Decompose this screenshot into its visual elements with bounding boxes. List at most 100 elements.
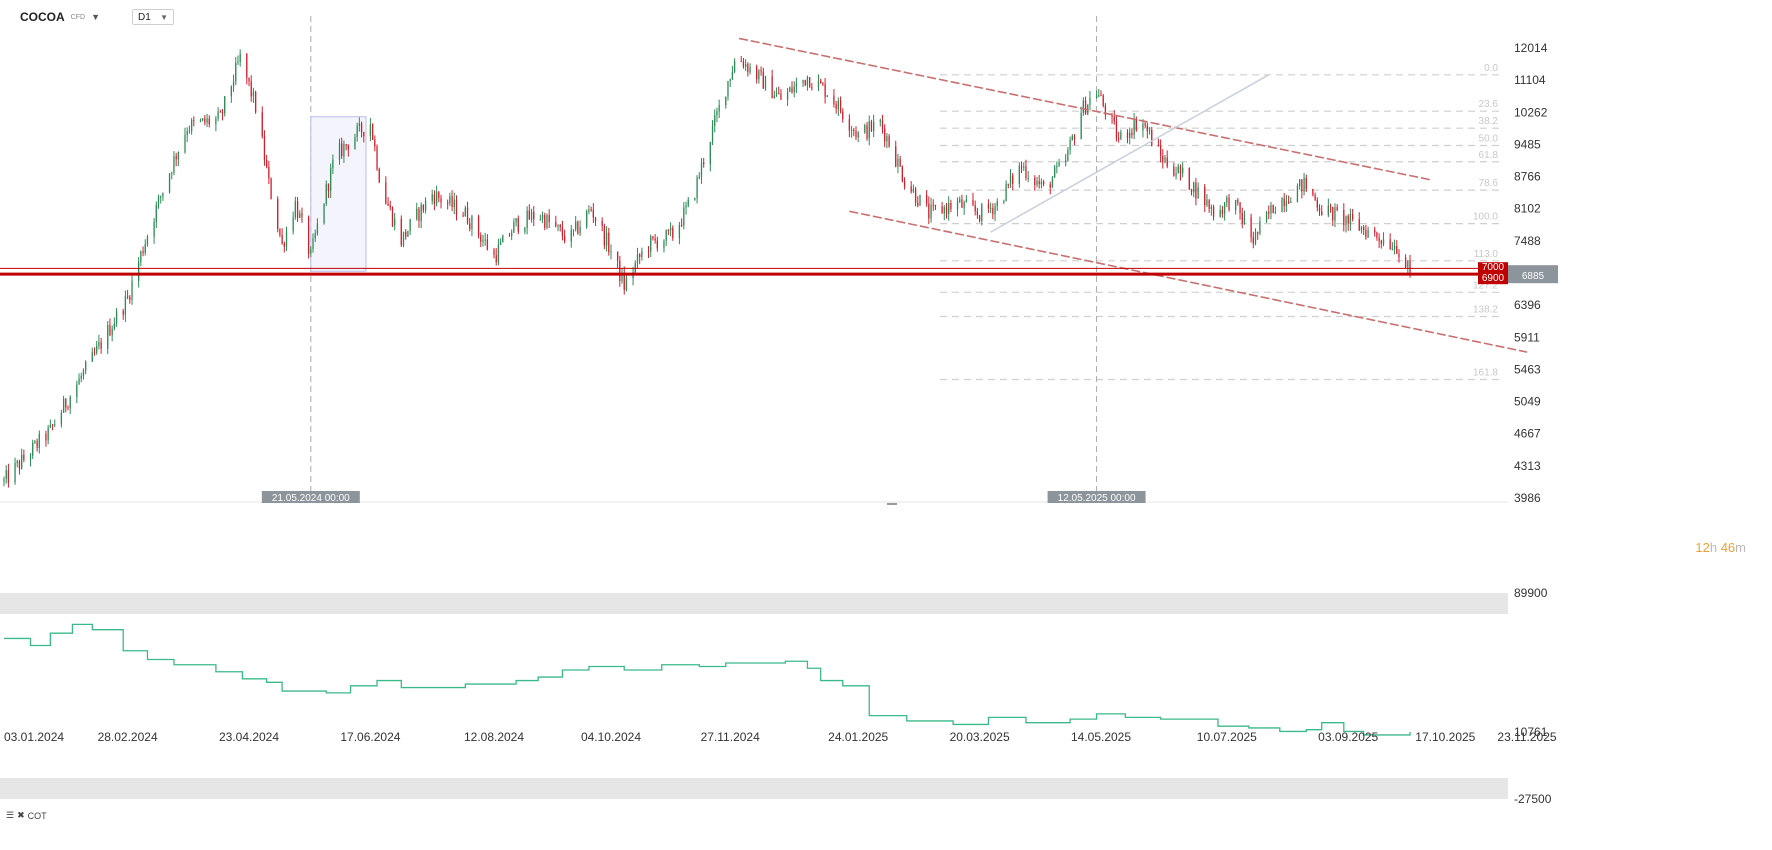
candle-body (526, 210, 528, 228)
candle-body (822, 83, 824, 85)
level-label-upper: 7000 (1482, 262, 1505, 273)
candle-body (1223, 202, 1226, 214)
candle-body (482, 240, 484, 242)
candle-body (1380, 240, 1382, 244)
trend-lines[interactable] (738, 37, 1528, 353)
candle-body (590, 209, 592, 211)
chevron-down-icon: ▼ (160, 12, 168, 22)
candle-body (1336, 207, 1338, 210)
candle-body (1142, 123, 1144, 131)
time-tick-label-7: 24.01.2025 (828, 730, 888, 744)
candle-body (775, 93, 778, 96)
candle-body (261, 112, 263, 137)
candle-body (254, 91, 257, 113)
candle-body (144, 244, 146, 253)
candle-body (407, 231, 409, 237)
candle-body (431, 194, 433, 201)
candle-body (749, 66, 751, 73)
candle-body (462, 215, 464, 217)
candle-body (511, 232, 513, 236)
candle-body (1009, 175, 1012, 185)
symbol-selector[interactable]: COCOA CFD ▼ (20, 10, 100, 24)
candle-body (107, 325, 109, 349)
cot-indicator-panel: 89900 10761 -27500 (0, 586, 1552, 806)
candle-body (546, 215, 548, 228)
candle-body (835, 104, 837, 109)
candle-body (137, 261, 140, 281)
candle-body (484, 239, 486, 241)
candle-body (1382, 239, 1385, 244)
candle-body (1241, 212, 1243, 224)
candle-body (1104, 105, 1107, 115)
candle-body (669, 227, 672, 231)
candle-body (453, 199, 455, 208)
candle-body (32, 442, 34, 456)
candle-body (155, 205, 157, 222)
candle-body (1316, 200, 1318, 208)
fib-level-label-6: 100.0 (1473, 212, 1498, 223)
time-tick-label-3: 17.06.2024 (340, 730, 400, 744)
candle-body (1358, 219, 1360, 231)
candle-body (1281, 198, 1283, 213)
candle-body (855, 130, 857, 138)
candle-body (636, 254, 639, 264)
candle-body (544, 215, 546, 228)
menu-icon[interactable]: ☰ (6, 810, 15, 820)
fib-level-label-8: 127.2 (1473, 280, 1498, 291)
candle-body (1314, 195, 1316, 201)
candle-body (639, 254, 641, 258)
fib-level-label-9: 138.2 (1473, 305, 1498, 316)
timeframe-select[interactable]: D1 ▼ (132, 9, 174, 25)
candle-body (1195, 182, 1197, 199)
candle-body (493, 249, 495, 256)
candle-body (1351, 214, 1354, 220)
candle-body (806, 77, 809, 86)
candle-body (338, 143, 341, 160)
indicator-name: COT (27, 810, 47, 821)
candle-body (703, 162, 705, 165)
candle-body (363, 132, 365, 137)
chevron-down-icon[interactable]: ▼ (91, 12, 100, 22)
candle-body (1164, 157, 1166, 163)
candle-body (175, 156, 177, 160)
candle-body (623, 273, 625, 290)
candle-body (1135, 119, 1137, 131)
candle-body (1283, 198, 1285, 207)
close-icon[interactable]: ✖ (17, 810, 25, 820)
candle-body (559, 225, 561, 228)
highlight-box (310, 116, 367, 272)
candle-body (652, 236, 654, 239)
candle-body (1287, 201, 1290, 203)
candle-body (948, 203, 950, 215)
candle-body (1126, 132, 1129, 138)
candle-body (930, 204, 932, 219)
candle-body (1040, 181, 1043, 185)
candle-countdown: 12h 46m (1695, 540, 1746, 555)
candle-body (270, 178, 272, 199)
candle-body (866, 125, 868, 139)
candle-body (80, 375, 82, 379)
candle-body (528, 210, 530, 220)
candle-body (1396, 246, 1398, 254)
candle-body (1051, 177, 1054, 188)
candle-body (524, 227, 526, 232)
candle-body (1193, 182, 1195, 193)
timer-minutes-unit: m (1735, 540, 1746, 555)
candle-body (219, 111, 221, 113)
candle-body (1234, 199, 1237, 210)
time-tick-label-5: 04.10.2024 (581, 730, 641, 744)
candle-body (47, 427, 49, 441)
candle-body (740, 61, 742, 63)
candle-body (1197, 187, 1199, 199)
candle-body (716, 111, 718, 116)
vertical-marker-tag-1 (1047, 491, 1146, 503)
candle-body (912, 188, 915, 192)
cot-band-top (0, 593, 1508, 614)
candle-body (188, 130, 191, 132)
cot-series-line (4, 623, 1411, 736)
candle-body (378, 168, 380, 183)
candle-body (709, 141, 711, 165)
candle-body (932, 204, 934, 206)
